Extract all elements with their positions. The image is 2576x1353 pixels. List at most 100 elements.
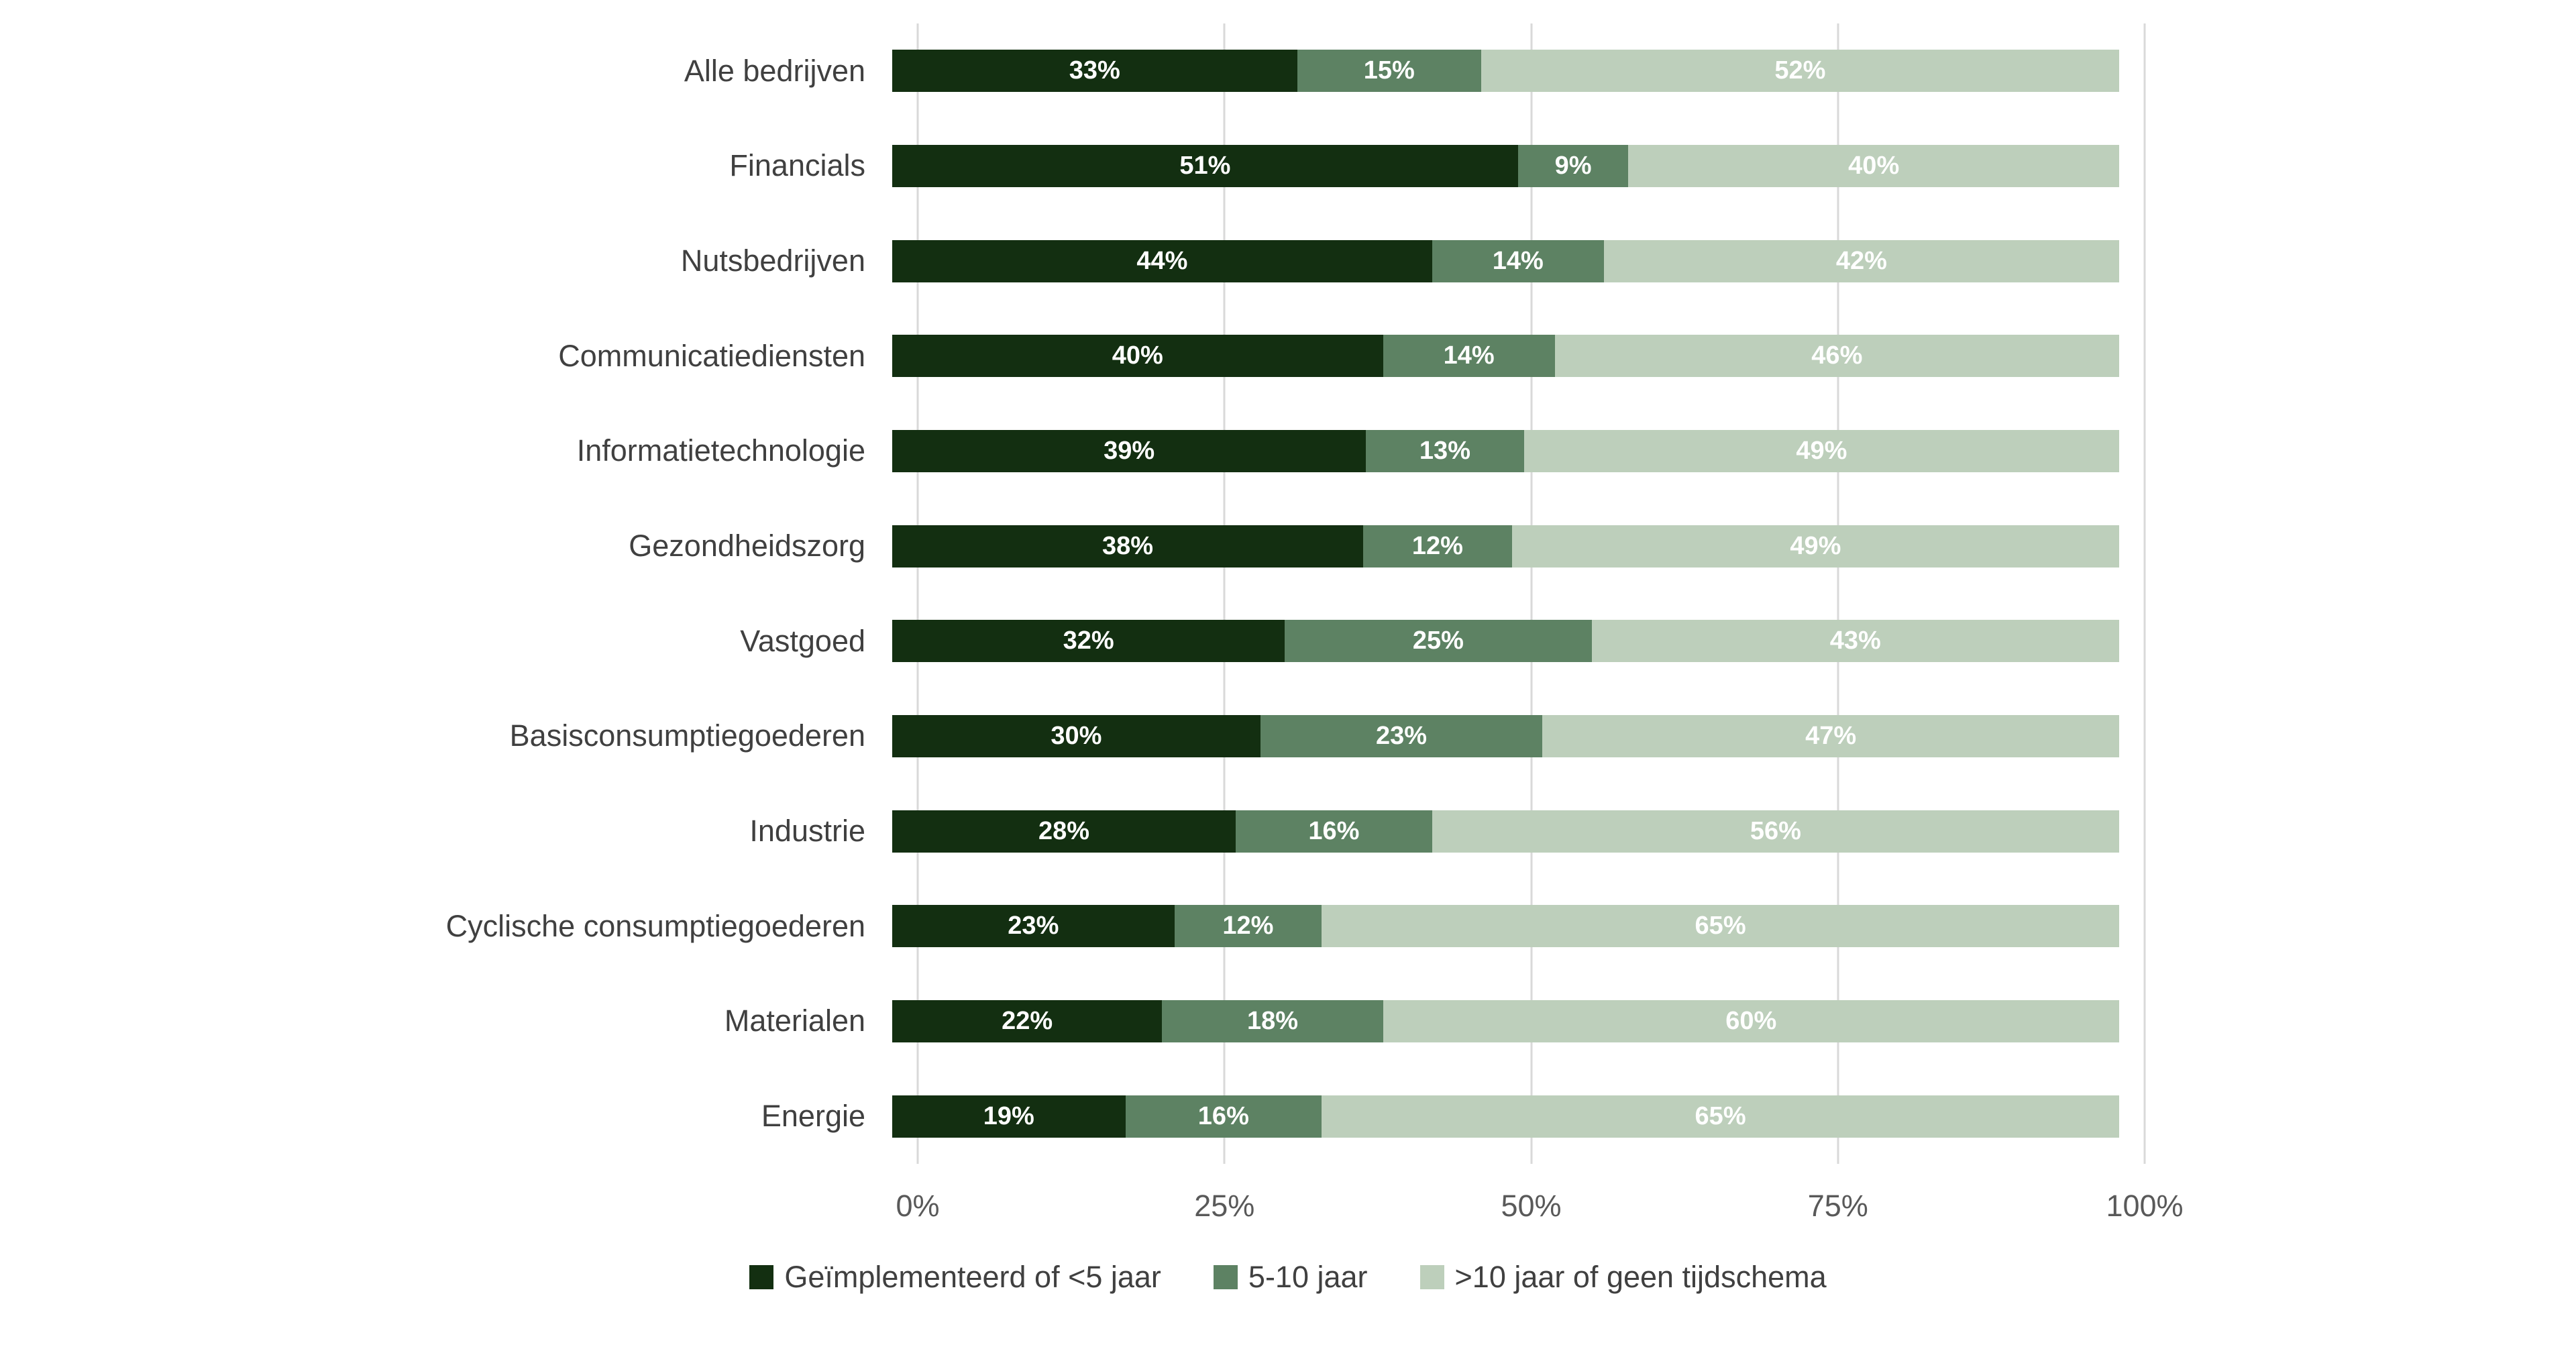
axis-tick-label: 50% xyxy=(1501,1189,1562,1223)
bar-segment-label: 56% xyxy=(1750,816,1801,845)
bar-segment: 23% xyxy=(1260,714,1543,757)
chart-row: Alle bedrijven 33% 15% 52% xyxy=(0,23,2145,119)
bar-segment-label: 25% xyxy=(1412,627,1464,655)
bar-segment-label: 42% xyxy=(1835,246,1887,275)
bar-segment: 46% xyxy=(1554,335,2119,378)
bar-segment-label: 38% xyxy=(1102,531,1154,560)
bar: 28% 16% 56% xyxy=(892,810,2119,853)
bar-segment: 18% xyxy=(1162,999,1383,1042)
category-label: Communicatiediensten xyxy=(558,338,865,373)
category-label: Industrie xyxy=(749,814,865,849)
bar-segment: 65% xyxy=(1322,905,2119,948)
bar-segment: 23% xyxy=(892,905,1175,948)
chart-row: Basisconsumptiegoederen 30% 23% 47% xyxy=(0,689,2145,784)
bar-segment: 47% xyxy=(1542,714,2119,757)
bar: 38% 12% 49% xyxy=(892,525,2120,567)
chart-row: Cyclische consumptiegoederen 23% 12% 65% xyxy=(0,879,2145,974)
category-label: Informatietechnologie xyxy=(576,433,865,468)
category-label: Financials xyxy=(729,148,865,183)
bar-segment: 15% xyxy=(1297,50,1481,93)
chart-rows: Alle bedrijven 33% 15% 52% Financials 51% 9% 40… xyxy=(0,23,2145,1164)
chart-row: Energie 19% 16% 65% xyxy=(0,1069,2145,1164)
bar-segment-label: 40% xyxy=(1848,151,1900,180)
bar-segment: 16% xyxy=(1236,810,1432,853)
bar-segment: 44% xyxy=(892,239,1432,282)
bar-segment: 52% xyxy=(1481,50,2119,93)
axis-tick-label: 0% xyxy=(896,1189,940,1223)
bar-segment: 49% xyxy=(1511,525,2120,567)
bar-segment-label: 15% xyxy=(1363,56,1415,85)
legend-item: 5-10 jaar xyxy=(1213,1260,1368,1295)
bar-segment: 12% xyxy=(1174,905,1322,948)
gridline xyxy=(2143,23,2146,1164)
bar-segment: 25% xyxy=(1285,620,1592,663)
bar-segment: 40% xyxy=(1628,144,2119,187)
bar-segment-label: 22% xyxy=(1002,1006,1053,1035)
bar-segment: 9% xyxy=(1517,144,1629,187)
bar-segment: 49% xyxy=(1523,429,2120,472)
bar-segment-label: 12% xyxy=(1222,912,1274,940)
legend-label: 5-10 jaar xyxy=(1248,1260,1368,1294)
bar-segment-label: 16% xyxy=(1197,1101,1249,1130)
chart-row: Gezondheidszorg 38% 12% 49% xyxy=(0,498,2145,594)
bar-segment: 43% xyxy=(1591,620,2119,663)
bar-segment-label: 52% xyxy=(1774,56,1826,85)
axis-tick-label: 75% xyxy=(1807,1189,1868,1223)
legend-item: Geïmplementeerd of <5 jaar xyxy=(749,1260,1161,1295)
chart-row: Vastgoed 32% 25% 43% xyxy=(0,594,2145,689)
category-label: Gezondheidszorg xyxy=(629,529,865,563)
bar-segment-label: 13% xyxy=(1419,436,1470,465)
chart-row: Informatietechnologie 39% 13% 49% xyxy=(0,404,2145,499)
bar-segment: 16% xyxy=(1125,1095,1322,1138)
bar-segment: 40% xyxy=(892,335,1383,378)
bar-segment: 38% xyxy=(892,525,1364,567)
bar-segment-label: 28% xyxy=(1038,816,1090,845)
x-axis: 0% 25% 50% 75% 100% xyxy=(896,1189,2183,1229)
bar-segment: 14% xyxy=(1432,239,1604,282)
bar-segment-label: 46% xyxy=(1811,341,1863,370)
gridline xyxy=(1530,23,1532,1164)
bar: 22% 18% 60% xyxy=(892,999,2119,1042)
gridline xyxy=(1837,23,1839,1164)
gridline xyxy=(1223,23,1226,1164)
chart-row: Nutsbedrijven 44% 14% 42% xyxy=(0,213,2145,309)
gridlines xyxy=(916,23,2146,1164)
bar-segment-label: 40% xyxy=(1112,341,1163,370)
axis-tick-label: 100% xyxy=(2106,1189,2184,1223)
legend-label: Geïmplementeerd of <5 jaar xyxy=(784,1260,1161,1294)
bar: 51% 9% 40% xyxy=(892,144,2119,187)
bar: 32% 25% 43% xyxy=(892,620,2119,663)
category-label: Materialen xyxy=(724,1004,865,1038)
bar-segment-label: 51% xyxy=(1179,151,1231,180)
category-label: Nutsbedrijven xyxy=(680,243,865,278)
bar-segment-label: 19% xyxy=(983,1101,1034,1130)
category-label: Energie xyxy=(761,1099,865,1134)
bar-segment: 51% xyxy=(892,144,1518,187)
bar-segment-label: 60% xyxy=(1725,1006,1777,1035)
bar-segment-label: 12% xyxy=(1411,531,1463,560)
bar-segment-label: 23% xyxy=(1376,721,1428,750)
bar-segment-label: 65% xyxy=(1695,1101,1746,1130)
bar: 30% 23% 47% xyxy=(892,714,2119,757)
bar: 39% 13% 49% xyxy=(892,429,2120,472)
bar: 40% 14% 46% xyxy=(892,335,2119,378)
bar: 33% 15% 52% xyxy=(892,50,2119,93)
bar: 19% 16% 65% xyxy=(892,1095,2119,1138)
bar-segment: 56% xyxy=(1432,810,2119,853)
bar-segment: 30% xyxy=(892,714,1260,757)
bar-segment: 19% xyxy=(892,1095,1126,1138)
legend: Geïmplementeerd of <5 jaar 5-10 jaar >10 j… xyxy=(0,1260,2576,1295)
bar: 44% 14% 42% xyxy=(892,239,2120,282)
bar-segment-label: 32% xyxy=(1063,627,1114,655)
bar-segment-label: 33% xyxy=(1069,56,1120,85)
category-label: Vastgoed xyxy=(740,623,865,658)
bar-segment-label: 16% xyxy=(1308,816,1360,845)
bar-segment: 28% xyxy=(892,810,1236,853)
bar-segment: 22% xyxy=(892,999,1163,1042)
bar-segment: 14% xyxy=(1383,335,1555,378)
bar-segment-label: 18% xyxy=(1246,1006,1299,1035)
bar-segment-label: 23% xyxy=(1008,912,1059,940)
category-label: Basisconsumptiegoederen xyxy=(509,718,865,753)
bar-segment: 42% xyxy=(1603,239,2120,282)
